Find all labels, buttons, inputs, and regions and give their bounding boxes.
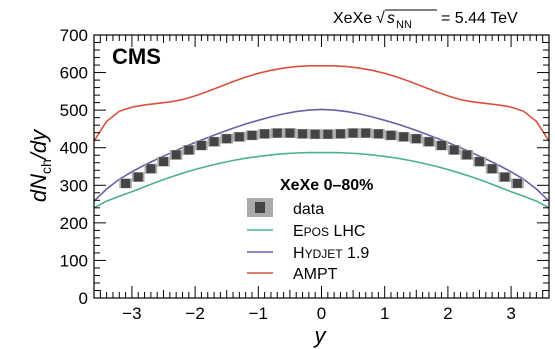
data-point <box>260 129 270 139</box>
y-tick-label: 300 <box>60 176 88 195</box>
data-point <box>310 129 320 139</box>
legend-entry-epos: EPOS LHC <box>247 223 365 240</box>
x-tick-label: 3 <box>506 304 515 323</box>
x-tick-label: −2 <box>185 304 204 323</box>
cms-label: CMS <box>112 44 161 69</box>
data-point <box>298 129 308 139</box>
collision-header: XeXe √ s NN = 5.44 TeV <box>333 9 518 31</box>
axis-ticks: 0 100 200 300 400 500 600 700 −3 −2 −1 0 1 2 3 <box>60 26 549 323</box>
sqrt-subscript-label: NN <box>396 19 412 31</box>
legend-label-ampt: AMPT <box>293 266 338 283</box>
collision-system-label: XeXe <box>333 10 372 27</box>
sqrt-sign: √ <box>376 10 385 27</box>
data-point <box>222 134 232 144</box>
data-point <box>361 128 371 138</box>
data-point <box>348 128 358 138</box>
data-point <box>487 164 497 174</box>
y-tick-label: 600 <box>60 64 88 83</box>
x-tick-label: 2 <box>443 304 452 323</box>
y-axis-title-main: dN <box>26 174 51 202</box>
y-axis-title-tail: /dy <box>26 128 51 161</box>
data-point <box>184 145 194 155</box>
legend-label-data: data <box>293 201 324 218</box>
data-point <box>424 137 434 147</box>
y-tick-label: 200 <box>60 214 88 233</box>
data-point <box>171 150 181 160</box>
data-points <box>119 128 524 189</box>
data-point <box>146 164 156 174</box>
data-point <box>196 140 206 150</box>
data-point <box>500 172 510 182</box>
legend-entry-data: data <box>247 198 324 218</box>
series-line-ampt <box>93 65 550 142</box>
x-tick-label: 0 <box>317 304 326 323</box>
y-tick-label: 500 <box>60 101 88 120</box>
y-axis-title-sub: ch <box>38 159 54 174</box>
data-point <box>285 128 295 138</box>
data-point <box>209 137 219 147</box>
legend-entry-hydjet: HYDJET 1.9 <box>247 245 369 262</box>
legend-title: XeXe 0–80% <box>280 177 373 194</box>
model-curves <box>93 65 550 209</box>
data-point <box>335 129 345 139</box>
y-tick-label: 0 <box>79 289 88 308</box>
collision-energy-label: = 5.44 TeV <box>441 10 518 27</box>
data-point <box>247 130 257 140</box>
data-point <box>399 132 409 142</box>
data-point <box>386 130 396 140</box>
data-point <box>121 178 131 188</box>
x-tick-label: −3 <box>122 304 141 323</box>
data-point <box>474 157 484 167</box>
data-point <box>234 132 244 142</box>
data-point <box>272 128 282 138</box>
data-point <box>437 140 447 150</box>
y-tick-label: 700 <box>60 26 88 45</box>
data-point <box>512 178 522 188</box>
data-point <box>323 129 333 139</box>
data-point <box>411 134 421 144</box>
y-tick-label: 100 <box>60 251 88 270</box>
x-tick-label: −1 <box>249 304 268 323</box>
y-axis-title: dNch/dy <box>26 128 54 202</box>
x-axis-title: y <box>313 323 328 348</box>
y-tick-label: 400 <box>60 139 88 158</box>
data-point <box>133 172 143 182</box>
series-line-hydjet <box>93 108 550 202</box>
legend: XeXe 0–80% data EPOS LHC HYDJET 1.9 AMPT <box>247 177 373 283</box>
legend-label-hydjet: HYDJET 1.9 <box>293 245 369 262</box>
data-point <box>449 145 459 155</box>
legend-label-epos: EPOS LHC <box>293 223 365 240</box>
data-point <box>373 129 383 139</box>
sqrt-s-label: s <box>387 10 395 27</box>
data-point <box>159 157 169 167</box>
plot-area: 0 100 200 300 400 500 600 700 −3 −2 −1 0 1 2 3 <box>60 26 550 323</box>
series-line-epos <box>93 151 550 209</box>
x-tick-label: 1 <box>380 304 389 323</box>
legend-data-marker <box>255 202 265 213</box>
legend-entry-ampt: AMPT <box>247 266 338 283</box>
data-point <box>462 150 472 160</box>
